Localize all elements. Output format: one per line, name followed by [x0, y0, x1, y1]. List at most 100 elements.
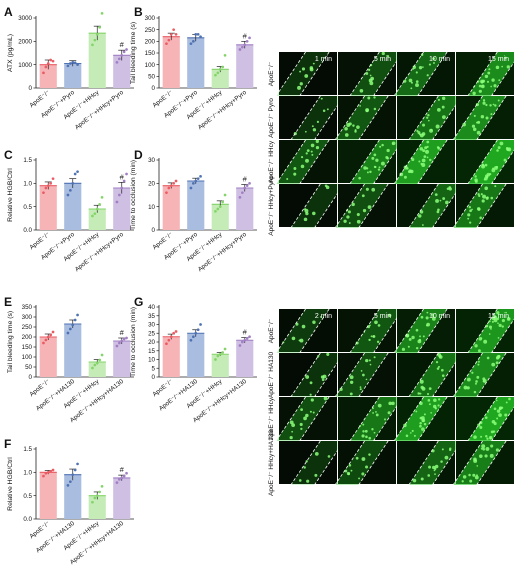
data-point — [76, 170, 79, 174]
platelet-spot — [480, 447, 483, 450]
platelet-spot — [486, 437, 489, 440]
data-point — [118, 341, 121, 345]
vessel-wall-line — [408, 183, 439, 229]
vessel-wall-line — [290, 183, 321, 229]
vessel-signal — [349, 52, 403, 96]
platelet-spot — [373, 356, 376, 359]
platelet-spot — [371, 187, 376, 192]
platelet-spot — [422, 420, 425, 423]
platelet-spot — [485, 103, 488, 107]
platelet-spot — [299, 70, 302, 73]
platelet-spot — [365, 465, 369, 469]
y-tick-label: 35 — [148, 313, 155, 320]
platelet-spot — [488, 325, 493, 329]
platelet-spot — [472, 91, 476, 96]
data-point — [243, 43, 247, 47]
platelet-spot — [419, 335, 421, 338]
platelet-spot — [309, 410, 312, 413]
platelet-spot — [441, 448, 444, 451]
data-point — [248, 335, 251, 339]
platelet-spot — [420, 477, 424, 481]
micrograph-cell — [456, 396, 520, 442]
platelet-spot — [482, 377, 486, 381]
platelet-spot — [371, 428, 374, 431]
data-point — [189, 338, 193, 342]
bar — [211, 354, 229, 377]
platelet-spot — [482, 101, 486, 105]
platelet-spot — [496, 311, 500, 315]
vessel-wall-line — [393, 396, 424, 442]
platelet-spot — [411, 429, 414, 433]
platelet-spot — [427, 113, 430, 117]
data-point — [245, 184, 249, 188]
platelet-spot — [482, 194, 487, 199]
platelet-spot — [365, 378, 368, 381]
data-point — [93, 496, 97, 500]
y-axis-label: ATX (pg/mL) — [7, 34, 14, 72]
platelet-spot — [415, 83, 419, 88]
micrograph-cell: 15 min — [456, 308, 520, 354]
time-label: 10 min — [429, 313, 450, 320]
platelet-spot — [310, 150, 313, 153]
platelet-spot — [346, 215, 350, 219]
platelet-spot — [305, 211, 309, 216]
micrograph-cell — [397, 95, 463, 141]
platelet-spot — [476, 375, 480, 379]
platelet-spot — [506, 65, 510, 69]
platelet-spot — [434, 464, 439, 469]
bar — [113, 477, 131, 519]
vessel-signal — [290, 184, 344, 228]
vessel-wall-line — [432, 440, 463, 486]
data-point — [120, 339, 124, 343]
vessel-wall-line — [358, 440, 389, 486]
data-point — [98, 25, 101, 29]
vessel-wall-line — [452, 95, 483, 141]
platelet-spot — [360, 369, 363, 372]
platelet-spot — [373, 153, 377, 157]
platelet-spot — [291, 430, 294, 433]
time-label: 10 min — [429, 56, 450, 63]
vessel-wall-line — [334, 440, 365, 486]
data-point — [125, 336, 128, 340]
platelet-spot — [362, 208, 367, 213]
platelet-spot — [356, 219, 361, 224]
platelet-spot — [496, 149, 499, 152]
platelet-spot — [436, 367, 440, 370]
bar — [39, 64, 57, 88]
platelet-spot — [486, 196, 489, 199]
micrograph-cell: 2 min — [275, 308, 337, 354]
micrograph-row-label: ApoE⁻/⁻ HHcy+Pyro — [268, 176, 275, 236]
platelet-spot — [343, 219, 347, 223]
platelet-spot — [468, 205, 472, 209]
data-point — [216, 354, 220, 358]
data-point — [238, 195, 242, 199]
platelet-spot — [491, 320, 494, 323]
platelet-spot — [418, 338, 422, 342]
platelet-spot — [490, 196, 494, 200]
platelet-spot — [422, 66, 424, 68]
data-point — [100, 353, 104, 357]
micrograph-row-label: ApoE⁻/⁻ HHcy — [268, 140, 275, 183]
platelet-spot — [492, 103, 495, 106]
data-point — [125, 48, 128, 51]
data-point — [218, 205, 222, 209]
micrograph-row-label: ApoE⁻/⁻ Pyro — [268, 98, 275, 138]
bar — [236, 188, 254, 230]
time-label: 5 min — [374, 313, 391, 320]
platelet-spot — [369, 363, 372, 366]
vessel-signal — [335, 353, 389, 397]
platelet-spot — [415, 328, 419, 332]
data-point — [122, 50, 126, 54]
vessel-signal — [349, 309, 403, 353]
platelet-spot — [409, 432, 412, 434]
vessel-wall-line — [290, 95, 321, 141]
data-point — [49, 333, 53, 337]
micrograph-cell: 1 min — [275, 51, 337, 97]
platelet-spot — [377, 403, 382, 408]
platelet-spot — [437, 107, 441, 112]
vessel-wall-line — [314, 440, 345, 486]
vessel-wall-line — [417, 308, 448, 354]
platelet-spot — [485, 446, 490, 451]
vessel-wall-line — [491, 309, 520, 354]
micrograph-cell — [452, 95, 514, 141]
